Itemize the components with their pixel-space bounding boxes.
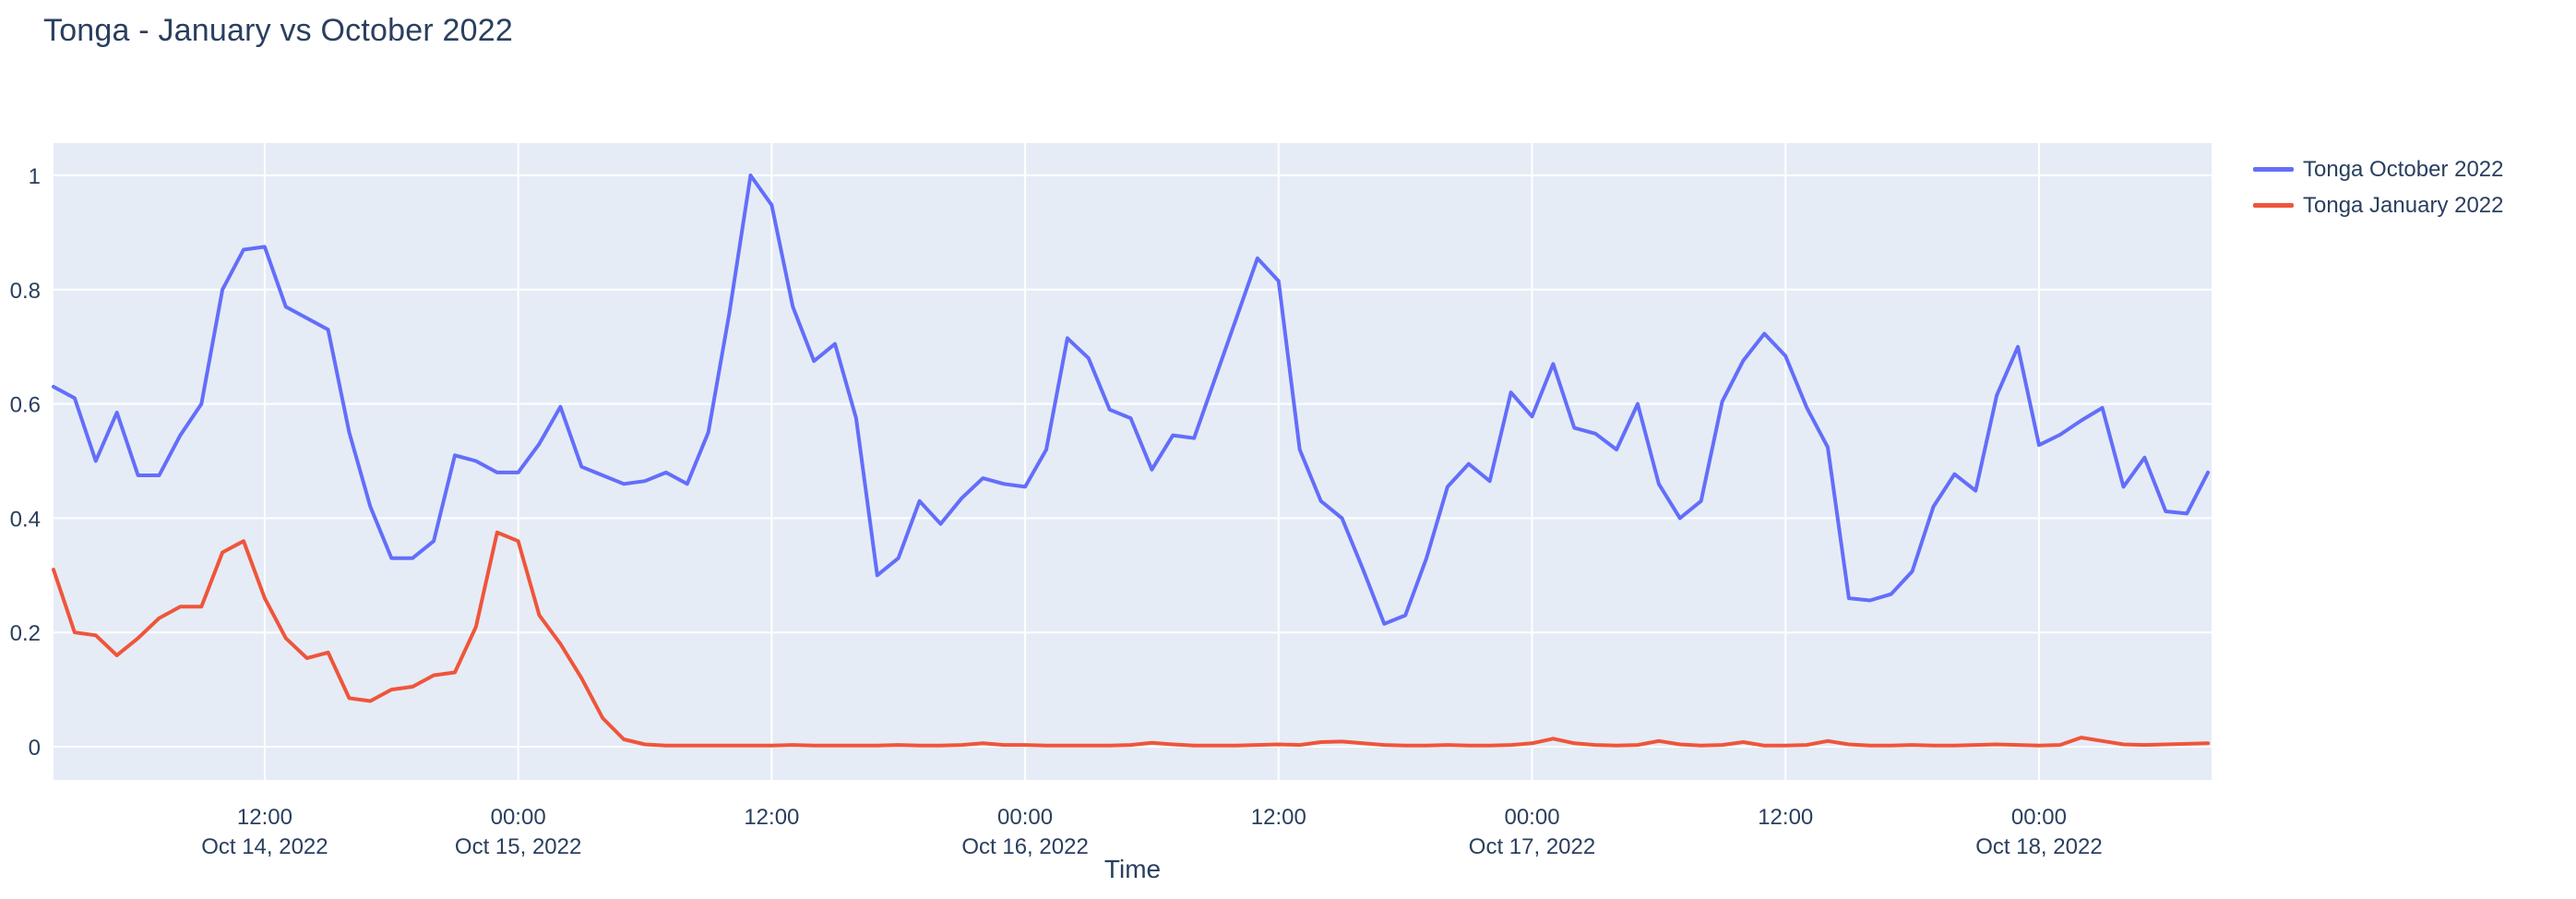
x-tick-time-label: 00:00: [997, 805, 1053, 830]
x-axis-tick-labels: 12:00 Oct 14, 2022 00:00 Oct 15, 2022 12:00 0…: [201, 805, 2102, 859]
legend: Tonga October 2022 Tonga January 2022: [2253, 151, 2504, 223]
x-tick-time-label: 00:00: [1504, 805, 1559, 830]
y-tick-label: 0.2: [10, 621, 41, 646]
chart-title: Tonga - January vs October 2022: [43, 13, 513, 48]
legend-label: Tonga January 2022: [2303, 192, 2504, 218]
gridlines: [54, 143, 2212, 780]
x-tick-time-label: 00:00: [491, 805, 546, 830]
plot-background: [54, 143, 2212, 780]
series-line-tonga-january-2022[interactable]: [52, 530, 2211, 748]
y-tick-label: 0.6: [10, 393, 41, 418]
legend-swatch-icon: [2253, 167, 2294, 172]
y-tick-label: 0: [29, 736, 41, 761]
y-tick-label: 0.8: [10, 279, 41, 304]
x-tick-date-label: Oct 18, 2022: [1975, 834, 2102, 859]
y-tick-label: 1: [29, 164, 41, 189]
x-tick-date-label: Oct 17, 2022: [1469, 834, 1595, 859]
legend-swatch-icon: [2253, 203, 2294, 208]
x-tick-time-label: 00:00: [2011, 805, 2067, 830]
x-tick-time-label: 12:00: [237, 805, 292, 830]
y-tick-label: 0.4: [10, 507, 41, 532]
x-tick-time-label: 12:00: [744, 805, 799, 830]
series-line-tonga-october-2022[interactable]: [52, 174, 2211, 626]
legend-label: Tonga October 2022: [2303, 156, 2504, 182]
x-axis-title: Time: [1104, 855, 1161, 883]
plot-area[interactable]: [54, 143, 2212, 780]
legend-item-tonga-october-2022[interactable]: Tonga October 2022: [2253, 151, 2504, 187]
x-tick-date-label: Oct 14, 2022: [201, 834, 328, 859]
x-tick-date-label: Oct 15, 2022: [455, 834, 581, 859]
y-axis-tick-labels: 0 0.2 0.4 0.6 0.8 1: [10, 164, 41, 761]
series-lines[interactable]: [52, 174, 2211, 748]
legend-item-tonga-january-2022[interactable]: Tonga January 2022: [2253, 187, 2504, 223]
x-tick-time-label: 12:00: [1251, 805, 1306, 830]
x-tick-date-label: Oct 16, 2022: [961, 834, 1088, 859]
x-tick-time-label: 12:00: [1758, 805, 1813, 830]
